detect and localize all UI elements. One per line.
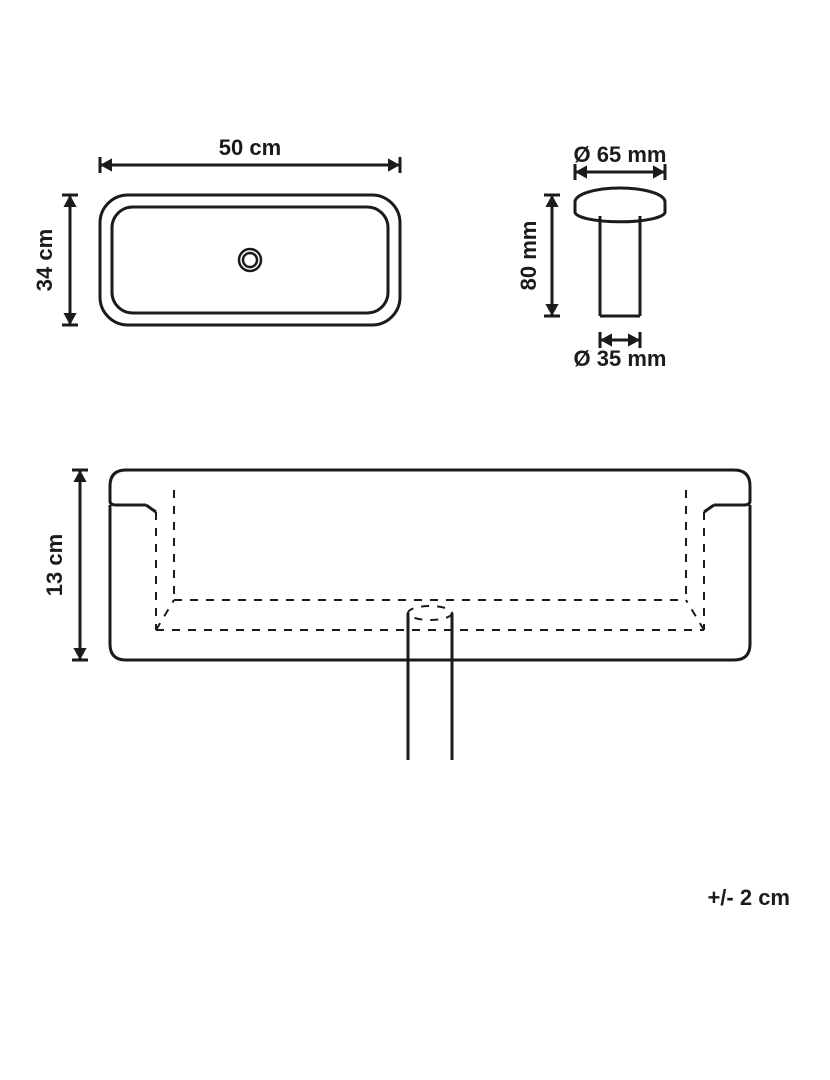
dim-basin-width: 50 cm bbox=[219, 135, 281, 160]
basin-side-view: 13 cm bbox=[42, 470, 750, 760]
dim-drain-cap-diameter: Ø 65 mm bbox=[574, 142, 667, 167]
dim-basin-height: 13 cm bbox=[42, 534, 67, 596]
tolerance-label: +/- 2 cm bbox=[707, 885, 790, 910]
dim-drain-height: 80 mm bbox=[516, 221, 541, 291]
basin-top-view: 50 cm 34 cm bbox=[32, 135, 400, 325]
dim-drain-tube-diameter: Ø 35 mm bbox=[574, 346, 667, 371]
drain-component: Ø 65 mm 80 mm Ø 35 mm bbox=[516, 142, 666, 371]
dim-basin-depth: 34 cm bbox=[32, 229, 57, 291]
